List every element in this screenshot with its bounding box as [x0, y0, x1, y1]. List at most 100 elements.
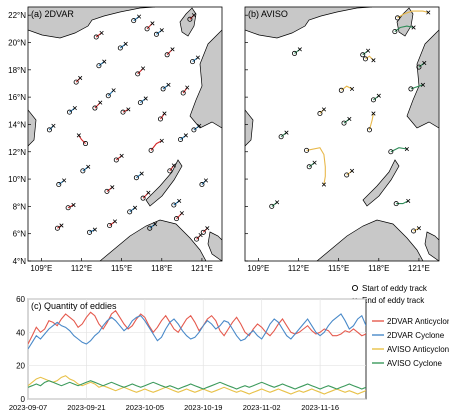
series-line — [28, 313, 366, 350]
track-end-marker — [312, 160, 317, 165]
panel-c-lines — [28, 309, 366, 395]
y-tick-label: 40 — [16, 328, 25, 337]
panel-c-axes: 0 20 40 60 2023-09-07 2023-09-21 2023-10-05 202… — [9, 295, 339, 412]
track-end-marker — [119, 153, 124, 158]
track-start-marker — [120, 109, 126, 115]
land-mindanao-a — [207, 231, 222, 261]
track-end-marker — [110, 185, 115, 190]
track-start-marker — [135, 71, 141, 77]
track-start-marker — [153, 31, 159, 37]
track-start-marker — [107, 222, 113, 228]
track-start-marker — [191, 127, 197, 133]
panel-c-frame — [27, 298, 367, 400]
track-end-marker — [420, 82, 426, 87]
eddy-track — [390, 147, 407, 153]
panel-a-axes: 109°E 112°E 115°E 118°E 121°E 4°N 6°N 8°N 10°N 12… — [8, 11, 213, 273]
panel-a: 109°E 112°E 115°E 118°E 121°E 4°N 6°N 8°N 10°N 12… — [8, 6, 223, 273]
track-end-marker — [102, 59, 107, 64]
land-luzon-b — [406, 29, 439, 129]
track-start-marker — [164, 52, 170, 58]
panel-c: 0 20 40 60 2023-09-07 2023-09-21 2023-10-05 202… — [9, 295, 449, 412]
panel-c-label: (c) Quantity of eddies — [31, 301, 117, 311]
legend-label: AVISO Cyclone — [387, 359, 443, 368]
track-start-marker — [87, 229, 93, 235]
track-start-marker — [160, 86, 166, 92]
track-start-marker — [370, 97, 376, 103]
track-start-marker — [148, 147, 154, 153]
land-indochina-b — [245, 109, 254, 147]
track-start-marker — [83, 141, 89, 147]
track-start-marker — [395, 15, 401, 21]
track-start-marker — [199, 182, 205, 188]
x-tick-label: 109°E — [247, 264, 269, 273]
track-end-marker — [422, 60, 427, 66]
panel-b-land — [245, 7, 439, 261]
land-taiwan-b — [396, 7, 414, 37]
track-end-marker — [86, 164, 91, 169]
y-tick-label: 18°N — [8, 66, 26, 75]
track-start-marker — [269, 203, 275, 209]
track-end-marker — [411, 25, 416, 30]
track-start-marker — [341, 120, 347, 126]
track-end-marker — [72, 105, 77, 111]
track-start-marker — [194, 236, 200, 242]
y-tick-label: 0 — [21, 395, 26, 404]
track-end-marker — [71, 202, 76, 208]
track-start-marker — [416, 64, 422, 70]
track-end-marker — [162, 111, 167, 116]
track-end-marker — [376, 93, 381, 98]
y-tick-label: 22°N — [8, 11, 26, 20]
track-start-marker — [105, 93, 111, 99]
track-start-marker — [200, 229, 206, 235]
track-end-marker — [371, 58, 376, 63]
track-end-marker — [99, 30, 104, 36]
x-tick-label: 2023-11-16 — [301, 403, 339, 412]
track-end-marker — [406, 198, 411, 203]
track-start-marker — [54, 225, 60, 231]
track-start-marker — [338, 87, 344, 93]
track-start-marker — [93, 34, 99, 40]
panel-b-tracks — [269, 10, 431, 234]
x-tick-label: 118°E — [151, 264, 172, 273]
track-end-marker — [297, 47, 302, 52]
x-tick-label: 121°E — [408, 264, 430, 273]
legend-label: AVISO Anticyclone — [387, 345, 449, 354]
x-tick-label: 112°E — [71, 264, 92, 273]
track-start-marker — [144, 26, 150, 32]
track-start-marker — [278, 134, 284, 140]
x-tick-label: 2023-10-05 — [126, 403, 164, 412]
panel-a-label: (a) 2DVAR — [31, 9, 74, 19]
track-end-marker — [321, 182, 327, 187]
start-marker-icon — [351, 284, 359, 292]
panel-b-label: (b) AVISO — [248, 9, 288, 19]
track-end-marker — [92, 227, 97, 232]
land-china-b — [245, 7, 373, 39]
legend-start-label: Start of eddy track — [362, 284, 428, 293]
track-start-marker — [66, 109, 72, 115]
track-end-marker — [146, 190, 151, 195]
track-start-marker — [187, 16, 193, 22]
track-start-marker — [360, 52, 366, 58]
track-start-marker — [113, 157, 119, 163]
track-start-marker — [137, 100, 143, 106]
track-end-marker — [143, 96, 148, 101]
track-end-marker — [177, 198, 182, 203]
track-end-marker — [140, 66, 146, 71]
eddy-track — [397, 10, 429, 19]
track-start-marker — [104, 188, 110, 194]
x-tick-label: 118°E — [368, 264, 389, 273]
track-end-marker — [98, 100, 103, 105]
track-end-marker — [111, 88, 116, 93]
track-end-marker — [203, 178, 209, 183]
y-tick-label: 12°N — [8, 148, 26, 157]
land-palawan-a — [145, 159, 183, 207]
x-tick-label: 2023-09-07 — [9, 403, 47, 412]
track-start-marker — [317, 111, 323, 117]
panel-b-axes: 109°E 112°E 115°E 118°E 121°E — [245, 14, 430, 273]
track-start-marker — [174, 216, 180, 222]
eddy-track — [368, 113, 374, 131]
track-end-marker — [136, 14, 142, 19]
y-tick-label: 16°N — [8, 93, 26, 102]
track-start-marker — [366, 127, 372, 133]
track-start-marker — [157, 116, 163, 122]
